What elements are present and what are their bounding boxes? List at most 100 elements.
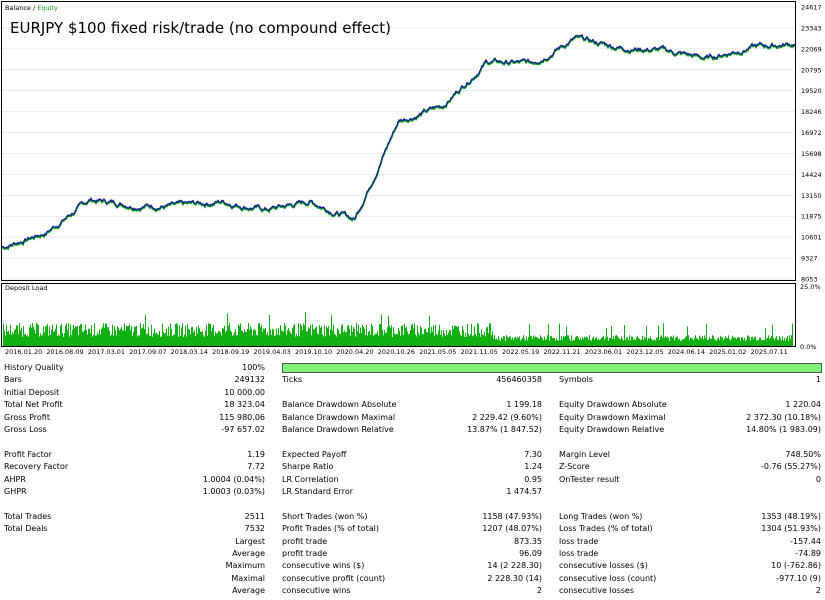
load-bar xyxy=(8,330,9,346)
load-bar xyxy=(21,327,22,346)
load-bar xyxy=(615,335,616,346)
report-value: 2511 xyxy=(244,511,265,521)
load-bar xyxy=(637,335,638,346)
load-bar xyxy=(184,334,185,346)
load-bar xyxy=(773,337,774,346)
load-bar xyxy=(105,323,106,346)
load-bar xyxy=(529,324,530,346)
load-bar xyxy=(449,330,450,346)
load-bar xyxy=(601,337,602,346)
x-tick-label: 2020.04.20 xyxy=(336,348,373,356)
load-bar xyxy=(83,331,84,346)
report-value: 1.24 xyxy=(524,462,542,472)
report-value xyxy=(700,498,821,510)
load-bar xyxy=(431,326,432,346)
load-bar xyxy=(267,332,268,346)
load-bar xyxy=(123,330,124,346)
load-bar xyxy=(684,338,685,346)
load-bar xyxy=(593,336,594,346)
load-bar xyxy=(733,337,734,346)
load-bar xyxy=(402,325,403,346)
load-bar xyxy=(563,336,564,346)
load-bar xyxy=(500,340,501,346)
load-bar xyxy=(751,336,752,346)
load-bar xyxy=(618,337,619,346)
load-bar xyxy=(617,336,618,346)
load-bar xyxy=(621,336,622,346)
load-bar xyxy=(33,326,34,346)
legend-balance: Balance xyxy=(5,4,31,12)
load-bar xyxy=(222,327,223,346)
load-bar xyxy=(482,334,483,346)
load-bar xyxy=(374,334,375,346)
load-bar xyxy=(103,323,104,346)
load-bar xyxy=(323,336,324,346)
load-bar xyxy=(312,324,313,346)
balance-line xyxy=(1,33,796,250)
load-bar xyxy=(367,335,368,346)
load-bar xyxy=(199,328,200,346)
load-bar xyxy=(463,330,464,346)
load-bar xyxy=(680,340,681,346)
load-bar xyxy=(178,336,179,346)
report-label: consecutive loss (count) xyxy=(559,573,657,583)
load-bar xyxy=(147,333,148,346)
load-bar xyxy=(739,337,740,346)
load-bar xyxy=(100,334,101,346)
load-bar xyxy=(605,337,606,346)
load-bar xyxy=(298,323,299,346)
load-bar xyxy=(748,335,749,346)
load-bar xyxy=(627,337,628,346)
load-bar xyxy=(6,324,7,346)
load-bar xyxy=(481,329,482,346)
balance-equity-chart: Balance / Equity EURJPY $100 fixed risk/… xyxy=(0,0,825,283)
load-bar xyxy=(775,338,776,346)
load-bar xyxy=(188,328,189,346)
load-bar xyxy=(118,327,119,346)
load-bar xyxy=(329,335,330,346)
load-bar xyxy=(491,335,492,346)
load-bar xyxy=(246,332,247,346)
load-bar xyxy=(297,336,298,346)
load-bar xyxy=(497,339,498,346)
load-bar xyxy=(276,328,277,346)
load-bar xyxy=(168,326,169,346)
load-bar xyxy=(543,340,544,346)
load-bar xyxy=(711,338,712,346)
load-bar xyxy=(23,326,24,346)
load-bar xyxy=(379,323,380,346)
load-bar xyxy=(11,335,12,346)
load-bar xyxy=(525,340,526,346)
report-label: Expected Payoff xyxy=(282,449,347,459)
load-bar xyxy=(791,335,792,346)
load-bar xyxy=(354,328,355,346)
load-bar xyxy=(365,335,366,346)
x-tick-label: 2023.12.05 xyxy=(626,348,663,356)
load-bar xyxy=(232,335,233,346)
load-bar xyxy=(20,330,21,346)
load-bar xyxy=(306,331,307,346)
load-bar xyxy=(488,333,489,346)
load-bar xyxy=(190,334,191,346)
load-bar xyxy=(503,335,504,346)
load-bar xyxy=(790,338,791,346)
report-value: 14 (2 228.30) xyxy=(487,561,542,571)
load-bar xyxy=(235,329,236,346)
load-bar xyxy=(339,333,340,346)
load-bar xyxy=(400,335,401,346)
load-bar xyxy=(505,340,506,346)
load-bar xyxy=(419,335,420,346)
x-tick-label: 2019.10.10 xyxy=(295,348,332,356)
load-bar xyxy=(755,336,756,346)
load-bar xyxy=(371,323,372,346)
load-bar xyxy=(94,323,95,346)
load-bar xyxy=(789,335,790,346)
load-bar xyxy=(370,334,371,346)
load-bar xyxy=(477,323,478,346)
load-bar xyxy=(41,335,42,346)
load-bar xyxy=(717,338,718,346)
load-bar xyxy=(128,325,129,346)
load-bar xyxy=(723,340,724,346)
load-bar xyxy=(261,324,262,346)
load-bar xyxy=(624,325,625,346)
